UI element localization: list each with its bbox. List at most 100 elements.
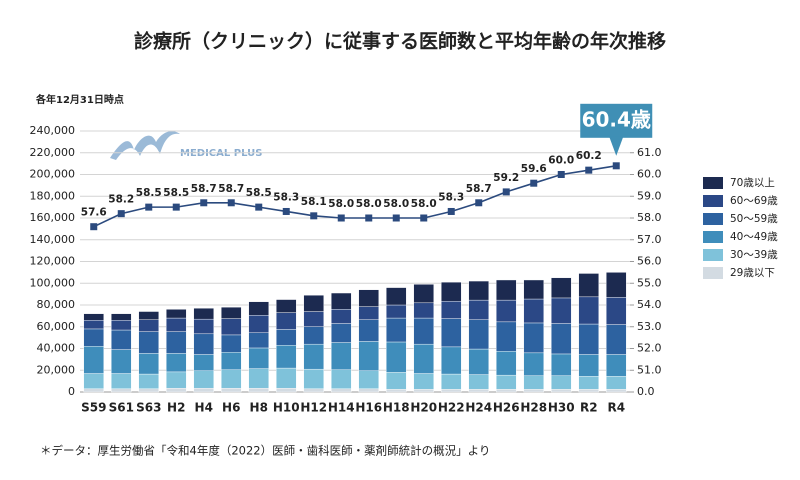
bar-segment (138, 319, 159, 332)
legend-label: 50～59歳 (730, 213, 778, 225)
bar-segment (606, 376, 627, 390)
bar-segment (413, 302, 434, 319)
y2-tick-label: 53.0 (637, 320, 662, 333)
legend-label: 29歳以下 (730, 267, 775, 279)
data-label: 58.5 (136, 187, 162, 199)
legend-label: 70歳以上 (730, 177, 775, 189)
bar-segment (358, 289, 379, 307)
bar-segment (386, 317, 407, 343)
x-tick-label: H20 (410, 401, 437, 415)
line-marker (117, 210, 125, 218)
y2-tick-label: 57.0 (637, 233, 662, 246)
line-marker (200, 199, 208, 207)
x-tick-label: H30 (548, 401, 575, 415)
bar-segment (138, 353, 159, 375)
data-label: 58.0 (383, 198, 409, 210)
bar-segment (248, 368, 269, 389)
y-tick-label: 100,000 (30, 276, 76, 289)
bar-segment (331, 323, 352, 343)
logo-text: MEDICAL PLUS (180, 148, 262, 159)
bar-segment (386, 372, 407, 390)
y-tick-label: 120,000 (30, 255, 76, 268)
bar-segment (386, 389, 407, 393)
y-tick-label: 160,000 (30, 211, 76, 224)
x-tick-label: S63 (136, 401, 161, 415)
bar-segment (496, 389, 517, 393)
line-marker (475, 199, 483, 207)
bar-segment (83, 320, 104, 330)
bar-segment (358, 388, 379, 393)
bar-segment (523, 322, 544, 354)
legend-swatch (703, 267, 723, 279)
bar-segment (276, 299, 297, 313)
callout-pointer (609, 136, 624, 156)
bar-segment (413, 317, 434, 345)
line-marker (90, 223, 98, 231)
legend-swatch (703, 195, 723, 207)
data-label: 59.6 (521, 163, 547, 175)
bar-segment (551, 297, 572, 324)
y2-tick-label: 61.0 (637, 146, 662, 159)
bar-segment (468, 348, 489, 375)
bar-segment (468, 299, 489, 320)
y2-tick-label: 52.0 (637, 342, 662, 355)
bar-segment (331, 388, 352, 393)
bar-segment (276, 367, 297, 389)
y-tick-label: 20,000 (37, 363, 76, 376)
bar-segment (441, 300, 462, 319)
bar-segment (413, 389, 434, 393)
bar-segment (166, 331, 187, 354)
footnote: ＊データ：厚生労働省「令和4年度（2022）医師・歯科医師・薬剤師統計の概況」よ… (40, 444, 490, 458)
bar-segment (551, 353, 572, 376)
bar-segment (138, 373, 159, 389)
bar-segment (248, 387, 269, 393)
legend-swatch (703, 213, 723, 225)
bar-segment (441, 281, 462, 302)
bar-segment (331, 369, 352, 389)
bar-segment (468, 280, 489, 301)
logo-mark (110, 131, 180, 160)
line (93, 165, 617, 228)
bar-segment (331, 309, 352, 324)
bar-segment (578, 296, 599, 325)
bar-segment (551, 389, 572, 393)
bar-segment (578, 389, 599, 393)
legend-swatch (703, 249, 723, 261)
x-tick-label: R2 (580, 401, 598, 415)
bar-segment (276, 345, 297, 369)
bar-segment (248, 332, 269, 349)
legend-swatch (703, 231, 723, 243)
x-tick-label: H28 (520, 401, 547, 415)
x-tick-label: S61 (109, 401, 134, 415)
bar-segment (441, 373, 462, 390)
line-marker (310, 212, 318, 220)
y-tick-label: 240,000 (30, 124, 76, 137)
bar-segment (358, 306, 379, 320)
x-tick-label: H14 (328, 401, 355, 415)
x-tick-label: H2 (167, 401, 185, 415)
bar-segment (386, 341, 407, 373)
bar-segment (496, 299, 517, 323)
bar-segment (358, 341, 379, 371)
bar-segment (83, 313, 104, 321)
bar-segment (138, 311, 159, 320)
subtitle: 各年12月31日時点 (35, 93, 124, 106)
x-tick-label: H6 (222, 401, 240, 415)
bar-segment (468, 389, 489, 393)
legend-label: 60～69歳 (730, 195, 778, 207)
y-tick-label: 0 (68, 385, 75, 398)
x-tick-label: H26 (493, 401, 520, 415)
y-tick-label: 200,000 (30, 168, 76, 181)
data-label: 58.3 (438, 191, 464, 203)
bar-segment (413, 343, 434, 374)
y-tick-label: 140,000 (30, 233, 76, 246)
bar-segment (468, 374, 489, 390)
bar-segment (358, 370, 379, 389)
data-label: 58.1 (301, 196, 327, 208)
x-tick-label: S59 (81, 401, 106, 415)
data-label: 58.5 (163, 187, 189, 199)
bar-segment (138, 331, 159, 354)
bar-segment (221, 334, 242, 353)
bar-segment (166, 309, 187, 319)
bar-segment (221, 387, 242, 393)
